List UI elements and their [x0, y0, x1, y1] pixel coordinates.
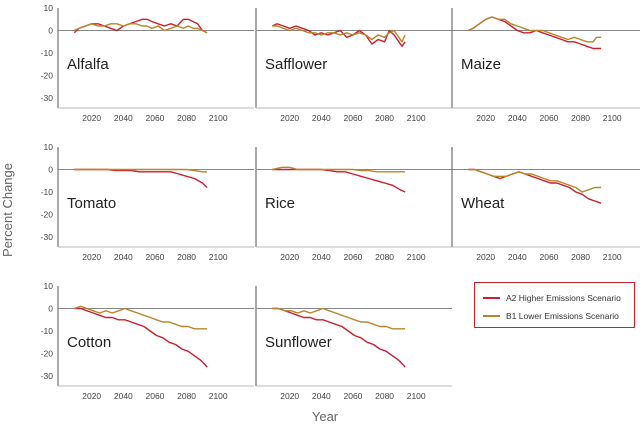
- panel-grid: 10 0 -10 -20 -30 2020 2040 2060 2080 2100 Alfalfa 2…: [41, 3, 640, 401]
- y-tick-label: -30: [41, 232, 54, 242]
- crop-label-wheat: Wheat: [461, 195, 505, 212]
- x-tick-label: 2060: [343, 252, 362, 262]
- legend-swatch-a2: [483, 297, 500, 299]
- x-tick-label: 2060: [145, 391, 164, 401]
- y-axis-label: Percent Change: [0, 163, 15, 257]
- x-tick-label: 2100: [407, 252, 426, 262]
- panel-maize: 2020 2040 2060 2080 2100 Maize: [451, 8, 640, 123]
- crop-label-alfalfa: Alfalfa: [67, 56, 109, 73]
- x-tick-label: 2040: [508, 252, 527, 262]
- y-tick-label: 0: [48, 26, 53, 36]
- x-tick-label: 2080: [177, 252, 196, 262]
- y-tick-label: -20: [41, 349, 54, 359]
- x-tick-label: 2060: [343, 113, 362, 123]
- legend-label-b1: B1 Lower Emissions Scenario: [506, 311, 619, 321]
- x-tick-label: 2080: [177, 113, 196, 123]
- x-tick-label: 2060: [539, 113, 558, 123]
- x-tick-label: 2100: [209, 391, 228, 401]
- series-a2-line: [272, 307, 406, 368]
- crop-label-safflower: Safflower: [265, 56, 327, 73]
- x-tick-label: 2060: [145, 113, 164, 123]
- series-b1-line: [272, 166, 406, 173]
- x-tick-label: 2100: [209, 252, 228, 262]
- series-a2-line: [272, 168, 406, 193]
- series-b1-line: [272, 25, 406, 43]
- series-b1-line: [74, 168, 208, 173]
- x-tick-label: 2040: [508, 113, 527, 123]
- x-tick-label: 2020: [82, 252, 101, 262]
- y-tick-label: -10: [41, 48, 54, 58]
- x-tick-label: 2060: [539, 252, 558, 262]
- series-b1-line: [74, 305, 208, 330]
- x-tick-label: 2100: [407, 113, 426, 123]
- x-tick-label: 2080: [375, 113, 394, 123]
- x-tick-label: 2060: [145, 252, 164, 262]
- x-tick-label: 2040: [312, 252, 331, 262]
- legend-label-a2: A2 Higher Emissions Scenario: [506, 293, 621, 303]
- y-tick-label: 0: [48, 304, 53, 314]
- x-tick-label: 2020: [280, 113, 299, 123]
- series-a2-line: [74, 307, 208, 368]
- x-tick-label: 2060: [343, 391, 362, 401]
- legend-swatch-b1: [483, 315, 500, 317]
- x-tick-label: 2080: [571, 252, 590, 262]
- crop-label-sunflower: Sunflower: [265, 334, 332, 351]
- legend-item-a2: A2 Higher Emissions Scenario: [483, 292, 621, 304]
- y-tick-label: -20: [41, 71, 54, 81]
- legend-item-b1: B1 Lower Emissions Scenario: [483, 310, 619, 322]
- x-tick-label: 2080: [571, 113, 590, 123]
- x-tick-label: 2020: [280, 252, 299, 262]
- legend: A2 Higher Emissions Scenario B1 Lower Em…: [474, 282, 635, 328]
- y-tick-label: 10: [44, 142, 54, 152]
- panel-alfalfa: 10 0 -10 -20 -30 2020 2040 2060 2080 2100 Alfalfa: [41, 3, 254, 123]
- series-a2-line: [468, 16, 602, 50]
- panel-tomato: 10 0 -10 -20 -30 2020 2040 2060 2080 2100 Tomato: [41, 142, 254, 262]
- y-tick-label: 10: [44, 281, 54, 291]
- crop-label-cotton: Cotton: [67, 334, 111, 351]
- crop-label-tomato: Tomato: [67, 195, 116, 212]
- x-tick-label: 2040: [114, 252, 133, 262]
- panel-wheat: 2020 2040 2060 2080 2100 Wheat: [451, 147, 640, 262]
- x-tick-label: 2100: [603, 252, 622, 262]
- x-tick-label: 2040: [312, 113, 331, 123]
- x-tick-label: 2040: [114, 391, 133, 401]
- x-tick-label: 2100: [407, 391, 426, 401]
- y-tick-label: -10: [41, 326, 54, 336]
- x-tick-label: 2080: [375, 391, 394, 401]
- panel-safflower: 2020 2040 2060 2080 2100 Safflower: [255, 8, 452, 123]
- x-tick-label: 2020: [476, 113, 495, 123]
- y-tick-label: 10: [44, 3, 54, 13]
- y-tick-label: -20: [41, 210, 54, 220]
- y-tick-label: 0: [48, 165, 53, 175]
- y-tick-label: -10: [41, 187, 54, 197]
- y-tick-label: -30: [41, 371, 54, 381]
- panel-cotton: 10 0 -10 -20 -30 2020 2040 2060 2080 2100 Cotton: [41, 281, 254, 401]
- x-tick-label: 2040: [312, 391, 331, 401]
- series-a2-line: [73, 18, 208, 34]
- y-tick-label: -30: [41, 93, 54, 103]
- crop-label-maize: Maize: [461, 56, 501, 73]
- series-b1-line: [468, 168, 602, 193]
- series-a2-line: [74, 168, 208, 189]
- panel-rice: 2020 2040 2060 2080 2100 Rice: [255, 147, 452, 262]
- series-b1-line: [468, 16, 602, 43]
- panel-sunflower: 2020 2040 2060 2080 2100 Sunflower: [255, 286, 452, 401]
- x-tick-label: 2080: [375, 252, 394, 262]
- x-tick-label: 2080: [177, 391, 196, 401]
- x-tick-label: 2020: [82, 391, 101, 401]
- x-tick-label: 2020: [82, 113, 101, 123]
- x-tick-label: 2020: [476, 252, 495, 262]
- x-tick-label: 2020: [280, 391, 299, 401]
- x-tick-label: 2100: [603, 113, 622, 123]
- crop-label-rice: Rice: [265, 195, 295, 212]
- x-tick-label: 2100: [209, 113, 228, 123]
- x-tick-label: 2040: [114, 113, 133, 123]
- series-b1-line: [272, 307, 406, 330]
- x-axis-label: Year: [312, 409, 339, 424]
- series-b1-line: [74, 23, 208, 34]
